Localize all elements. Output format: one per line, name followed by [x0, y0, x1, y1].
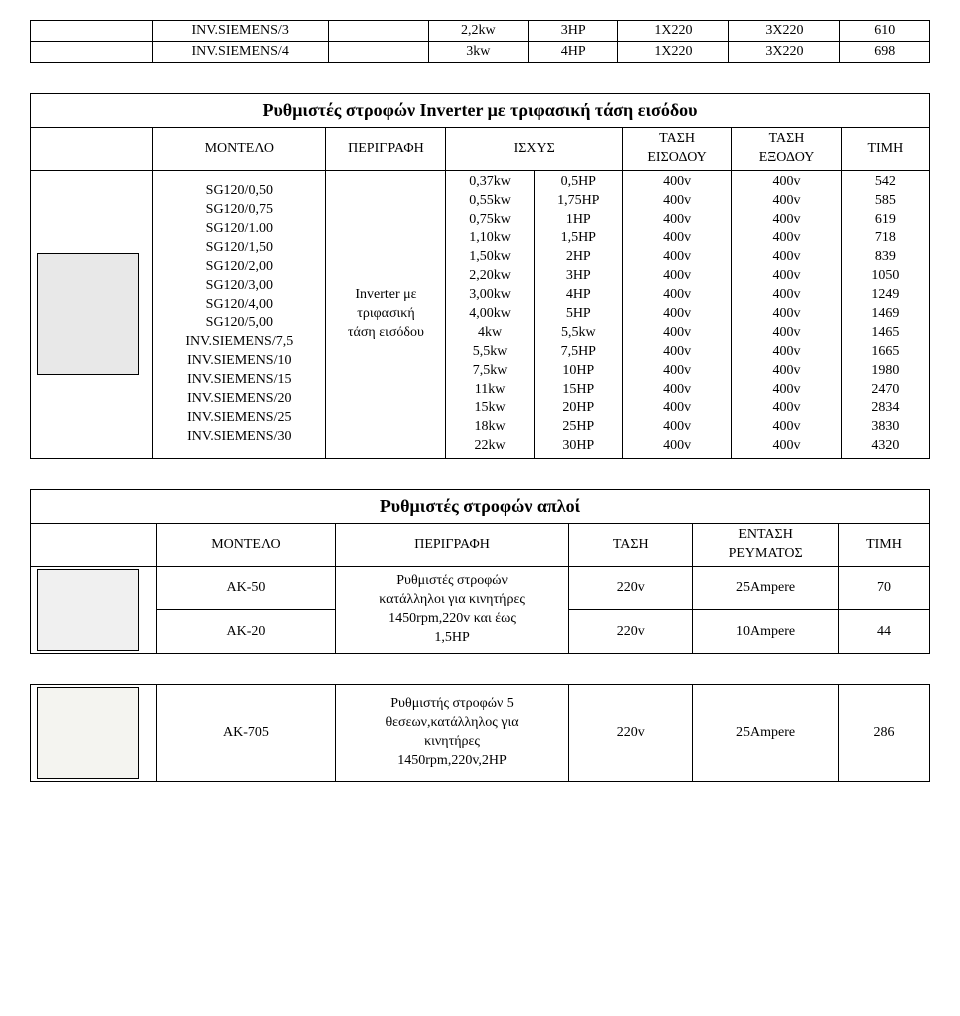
table-row: AK-705 Ρυθμιστής στροφών 5θεσεων,κατάλλη… [31, 684, 930, 781]
cell-hp: 4HP [528, 42, 617, 63]
header-desc: ΠΕΡΙΓΡΑΦΗ [326, 128, 446, 171]
cell-in: 1X220 [618, 42, 729, 63]
cell-price: 70 [838, 566, 929, 610]
header-price: ΤΙΜΗ [841, 128, 929, 171]
ak705-image [37, 687, 139, 779]
cell-blank [31, 21, 153, 42]
header-model: ΜΟΝΤΕΛΟ [157, 524, 336, 567]
cell-out: 3X220 [729, 21, 840, 42]
cell-amp: 10Ampere [693, 610, 839, 654]
inverter-3phase-image [37, 253, 139, 375]
cell-model: INV.SIEMENS/3 [152, 21, 328, 42]
cell-price: 698 [840, 42, 930, 63]
header-desc: ΠΕΡΙΓΡΑΦΗ [335, 524, 569, 567]
header-blank [31, 128, 153, 171]
header-row: ΜΟΝΤΕΛΟ ΠΕΡΙΓΡΑΦΗ ΙΣΧΥΣ ΤΑΣΗΕΙΣΟΔΟΥ ΤΑΣΗ… [31, 128, 930, 171]
title-row: Ρυθμιστές στροφών Inverter με τριφασική … [31, 94, 930, 128]
cell-models: SG120/0,50SG120/0,75SG120/1.00SG120/1,50… [153, 170, 326, 458]
table-ak705: AK-705 Ρυθμιστής στροφών 5θεσεων,κατάλλη… [30, 684, 930, 782]
header-blank [31, 524, 157, 567]
header-volt: ΤΑΣΗ [569, 524, 693, 567]
table-title: Ρυθμιστές στροφών Inverter με τριφασική … [31, 94, 930, 128]
cell-model: AK-20 [157, 610, 336, 654]
table-row: INV.SIEMENS/4 3kw 4HP 1X220 3X220 698 [31, 42, 930, 63]
header-row: ΜΟΝΤΕΛΟ ΠΕΡΙΓΡΑΦΗ ΤΑΣΗ ΕΝΤΑΣΗΡΕΥΜΑΤΟΣ ΤΙ… [31, 524, 930, 567]
header-model: ΜΟΝΤΕΛΟ [153, 128, 326, 171]
cell-model: INV.SIEMENS/4 [152, 42, 328, 63]
cell-in: 1X220 [618, 21, 729, 42]
table-simple-regulators: Ρυθμιστές στροφών απλοί ΜΟΝΤΕΛΟ ΠΕΡΙΓΡΑΦ… [30, 489, 930, 654]
cell-price: 610 [840, 21, 930, 42]
cell-image [31, 566, 157, 653]
cell-image [31, 170, 153, 458]
cell-hp: 3HP [528, 21, 617, 42]
cell-price: 286 [838, 684, 929, 781]
title-row: Ρυθμιστές στροφών απλοί [31, 490, 930, 524]
cell-vout: 400v400v400v400v400v400v400v400v400v400v… [732, 170, 841, 458]
cell-volt: 220v [569, 610, 693, 654]
cell-kw: 3kw [428, 42, 528, 63]
cell-desc: Inverter μετριφασικήτάση εισόδου [326, 170, 446, 458]
cell-price: 44 [838, 610, 929, 654]
cell-image [31, 684, 157, 781]
cell-desc: Ρυθμιστής στροφών 5θεσεων,κατάλληλος για… [335, 684, 569, 781]
header-vin: ΤΑΣΗΕΙΣΟΔΟΥ [622, 128, 731, 171]
header-power: ΙΣΧΥΣ [446, 128, 622, 171]
cell-model: AK-705 [157, 684, 336, 781]
cell-img [328, 42, 428, 63]
table-row: INV.SIEMENS/3 2,2kw 3HP 1X220 3X220 610 [31, 21, 930, 42]
cell-hp: 0,5HP1,75HP1HP1,5HP2HP3HP4HP5HP5,5kw7,5H… [534, 170, 622, 458]
cell-out: 3X220 [729, 42, 840, 63]
cell-vin: 400v400v400v400v400v400v400v400v400v400v… [622, 170, 731, 458]
table-row: AK-50 Ρυθμιστές στροφώνκατάλληλοι για κι… [31, 566, 930, 610]
cell-volt: 220v [569, 566, 693, 610]
cell-desc: Ρυθμιστές στροφώνκατάλληλοι για κινητήρε… [335, 566, 569, 653]
cell-img [328, 21, 428, 42]
cell-model: AK-50 [157, 566, 336, 610]
cell-kw: 0,37kw0,55kw0,75kw1,10kw1,50kw2,20kw3,00… [446, 170, 534, 458]
cell-amp: 25Ampere [693, 684, 839, 781]
simple-regulator-image [37, 569, 139, 651]
header-price: ΤΙΜΗ [838, 524, 929, 567]
header-vout: ΤΑΣΗΕΞΟΔΟΥ [732, 128, 841, 171]
table-top-models: INV.SIEMENS/3 2,2kw 3HP 1X220 3X220 610 … [30, 20, 930, 63]
cell-kw: 2,2kw [428, 21, 528, 42]
cell-volt: 220v [569, 684, 693, 781]
cell-blank [31, 42, 153, 63]
table-inverter-3phase: Ρυθμιστές στροφών Inverter με τριφασική … [30, 93, 930, 459]
cell-price: 5425856197188391050124914691465166519802… [841, 170, 929, 458]
table-title: Ρυθμιστές στροφών απλοί [31, 490, 930, 524]
table-row: SG120/0,50SG120/0,75SG120/1.00SG120/1,50… [31, 170, 930, 458]
header-amp: ΕΝΤΑΣΗΡΕΥΜΑΤΟΣ [693, 524, 839, 567]
cell-amp: 25Ampere [693, 566, 839, 610]
